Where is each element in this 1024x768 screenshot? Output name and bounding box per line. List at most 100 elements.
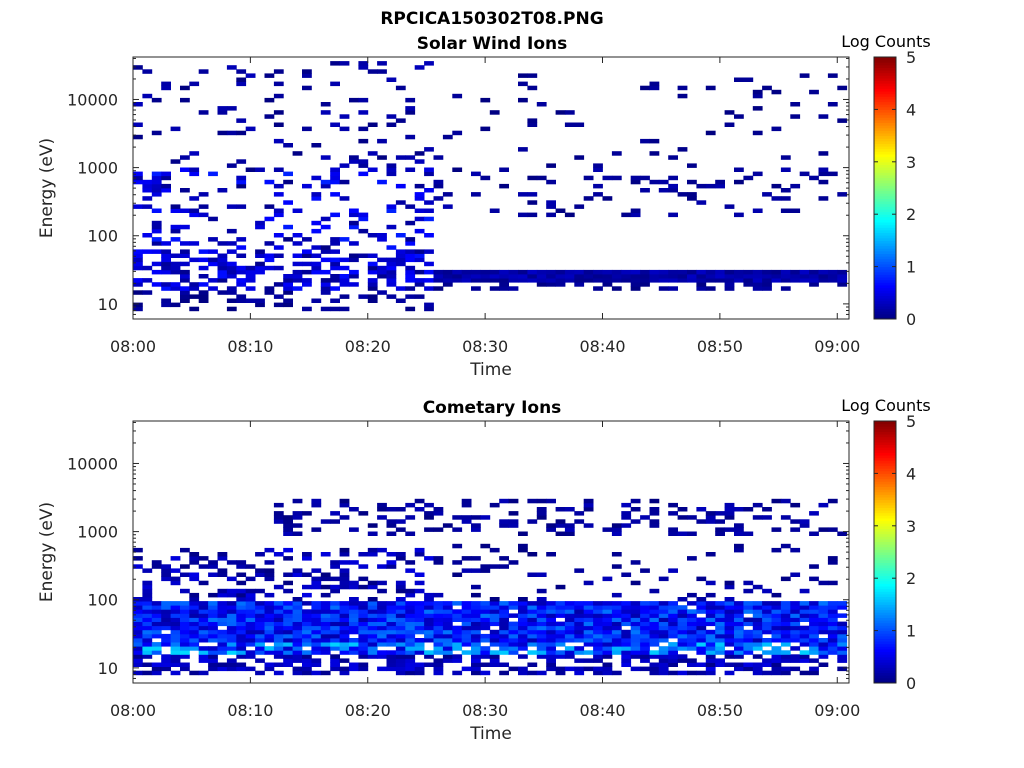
heatmap-cell xyxy=(283,237,293,242)
heatmap-cell xyxy=(752,515,763,520)
heatmap-cell xyxy=(226,261,237,267)
colorbar-swatch xyxy=(874,557,896,561)
heatmap-cell xyxy=(180,155,190,160)
heatmap-cell xyxy=(649,670,660,676)
heatmap-cell xyxy=(696,638,707,643)
heatmap-cell xyxy=(226,163,237,168)
heatmap-cell xyxy=(151,183,162,189)
heatmap-cell xyxy=(687,278,697,283)
heatmap-cell xyxy=(536,282,547,287)
heatmap-cell xyxy=(142,196,153,201)
heatmap-cell xyxy=(349,638,359,643)
heatmap-cell xyxy=(574,621,585,627)
colorbar-swatch xyxy=(874,452,896,456)
heatmap-cell xyxy=(189,560,200,565)
heatmap-cell xyxy=(414,278,425,283)
heatmap-cell xyxy=(734,547,744,553)
heatmap-cell xyxy=(358,662,369,667)
heatmap-cell xyxy=(245,613,256,618)
heatmap-cell xyxy=(593,269,603,275)
heatmap-cell xyxy=(395,654,406,659)
heatmap-cell xyxy=(161,257,171,263)
heatmap-cell xyxy=(208,286,218,291)
colorbar-swatch xyxy=(874,580,896,584)
colorbar-swatch xyxy=(874,449,896,453)
heatmap-cell xyxy=(236,597,247,602)
heatmap-cell xyxy=(339,196,350,201)
heatmap-cell xyxy=(395,580,406,586)
heatmap-cell xyxy=(311,220,322,226)
heatmap-cell xyxy=(133,605,143,610)
heatmap-cell xyxy=(564,110,575,115)
heatmap-cell xyxy=(349,507,359,512)
heatmap-cell xyxy=(489,597,500,602)
colorbar-swatch xyxy=(874,607,896,611)
heatmap-cell xyxy=(255,658,265,663)
heatmap-cell xyxy=(649,633,660,639)
heatmap-cell xyxy=(752,208,763,213)
heatmap-cell xyxy=(480,646,491,651)
colorbar-swatch xyxy=(874,177,896,181)
colorbar-swatch xyxy=(874,172,896,176)
heatmap-cell xyxy=(292,654,303,659)
heatmap-cell xyxy=(677,613,688,618)
heatmap-cell xyxy=(367,584,378,590)
heatmap-cell xyxy=(386,523,397,528)
colorbar-swatch xyxy=(874,174,896,179)
heatmap-cell xyxy=(226,290,237,295)
heatmap-cell xyxy=(339,617,350,622)
heatmap-cell xyxy=(386,666,397,672)
heatmap-cell xyxy=(283,605,293,610)
heatmap-cell xyxy=(799,613,810,618)
heatmap-cell xyxy=(715,650,725,655)
heatmap-cell xyxy=(799,617,810,622)
heatmap-cell xyxy=(771,658,782,663)
heatmap-cell xyxy=(762,605,772,610)
heatmap-cell xyxy=(611,621,622,627)
heatmap-cell xyxy=(424,621,434,627)
heatmap-cell xyxy=(658,629,669,635)
heatmap-cell xyxy=(142,179,153,185)
colorbar-swatch xyxy=(874,491,896,495)
heatmap-cell xyxy=(311,650,322,655)
heatmap-cell xyxy=(668,650,678,655)
heatmap-cell xyxy=(668,188,678,193)
heatmap-cell xyxy=(827,613,838,618)
heatmap-cell xyxy=(311,502,322,508)
heatmap-cell xyxy=(658,609,669,614)
heatmap-cell xyxy=(395,200,406,205)
heatmap-cell xyxy=(292,670,303,676)
heatmap-cell xyxy=(780,167,791,172)
heatmap-cell xyxy=(724,601,735,606)
heatmap-cell xyxy=(471,556,481,561)
heatmap-cell xyxy=(302,638,312,643)
heatmap-cell xyxy=(461,625,472,631)
heatmap-cell xyxy=(292,650,303,655)
heatmap-cell xyxy=(133,306,143,312)
heatmap-cell xyxy=(273,294,284,299)
heatmap-cell xyxy=(405,306,416,312)
heatmap-cell xyxy=(696,183,707,189)
heatmap-cell xyxy=(292,605,303,610)
heatmap-cell xyxy=(283,290,293,295)
heatmap-cell xyxy=(245,617,256,622)
heatmap-cell xyxy=(330,306,340,312)
heatmap-cell xyxy=(414,249,425,254)
heatmap-cell xyxy=(339,605,350,610)
heatmap-cell xyxy=(395,617,406,622)
heatmap-cell xyxy=(452,658,463,663)
heatmap-cell xyxy=(762,286,772,291)
heatmap-cell xyxy=(461,621,472,627)
heatmap-cell xyxy=(330,237,340,242)
heatmap-cell xyxy=(818,278,829,283)
heatmap-cell xyxy=(217,646,228,651)
heatmap-cell xyxy=(499,556,509,561)
heatmap-cell xyxy=(349,580,359,586)
heatmap-cell xyxy=(208,592,218,598)
heatmap-cell xyxy=(292,523,303,528)
heatmap-cell xyxy=(471,568,481,573)
colorbar-swatch xyxy=(874,496,896,501)
heatmap-cell xyxy=(593,629,603,635)
heatmap-cell xyxy=(790,629,801,635)
heatmap-cell xyxy=(780,650,791,655)
